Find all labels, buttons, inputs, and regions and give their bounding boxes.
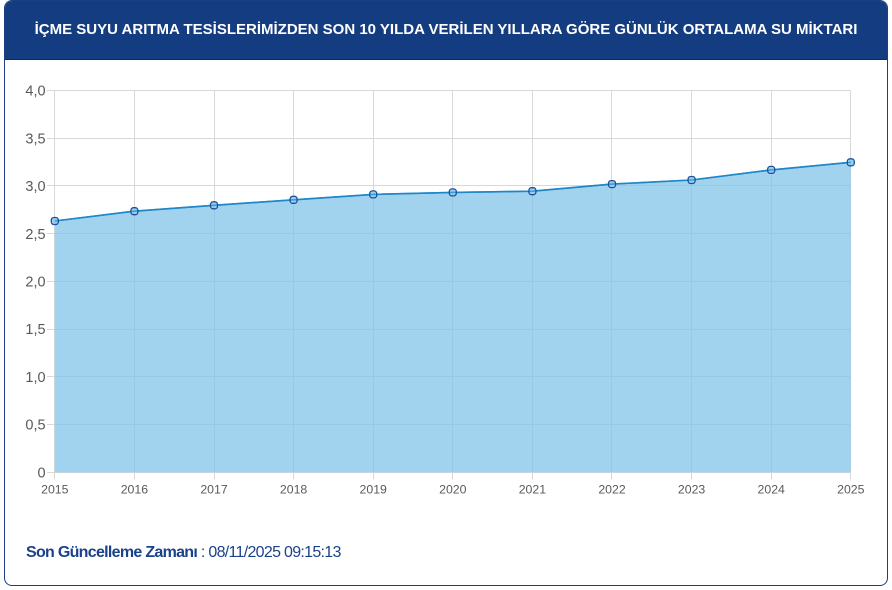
svg-text:2019: 2019 xyxy=(360,483,388,497)
svg-text:1,5: 1,5 xyxy=(25,322,45,338)
svg-text:2021: 2021 xyxy=(519,483,547,497)
svg-text:2,0: 2,0 xyxy=(25,275,45,291)
svg-text:2025: 2025 xyxy=(837,483,865,497)
svg-text:2017: 2017 xyxy=(200,483,228,497)
svg-text:1,0: 1,0 xyxy=(25,370,45,386)
svg-text:2020: 2020 xyxy=(439,483,467,497)
svg-text:2023: 2023 xyxy=(678,483,706,497)
svg-text:0: 0 xyxy=(38,465,46,481)
svg-text:2016: 2016 xyxy=(121,483,149,497)
svg-text:2015: 2015 xyxy=(41,483,69,497)
svg-text:3,0: 3,0 xyxy=(25,179,45,195)
svg-text:2,5: 2,5 xyxy=(25,227,45,243)
svg-text:3,5: 3,5 xyxy=(25,131,45,147)
svg-text:4,0: 4,0 xyxy=(25,84,45,100)
svg-text:2024: 2024 xyxy=(758,483,786,497)
svg-text:0,5: 0,5 xyxy=(25,418,45,434)
svg-text:2022: 2022 xyxy=(598,483,626,497)
svg-text:2018: 2018 xyxy=(280,483,308,497)
